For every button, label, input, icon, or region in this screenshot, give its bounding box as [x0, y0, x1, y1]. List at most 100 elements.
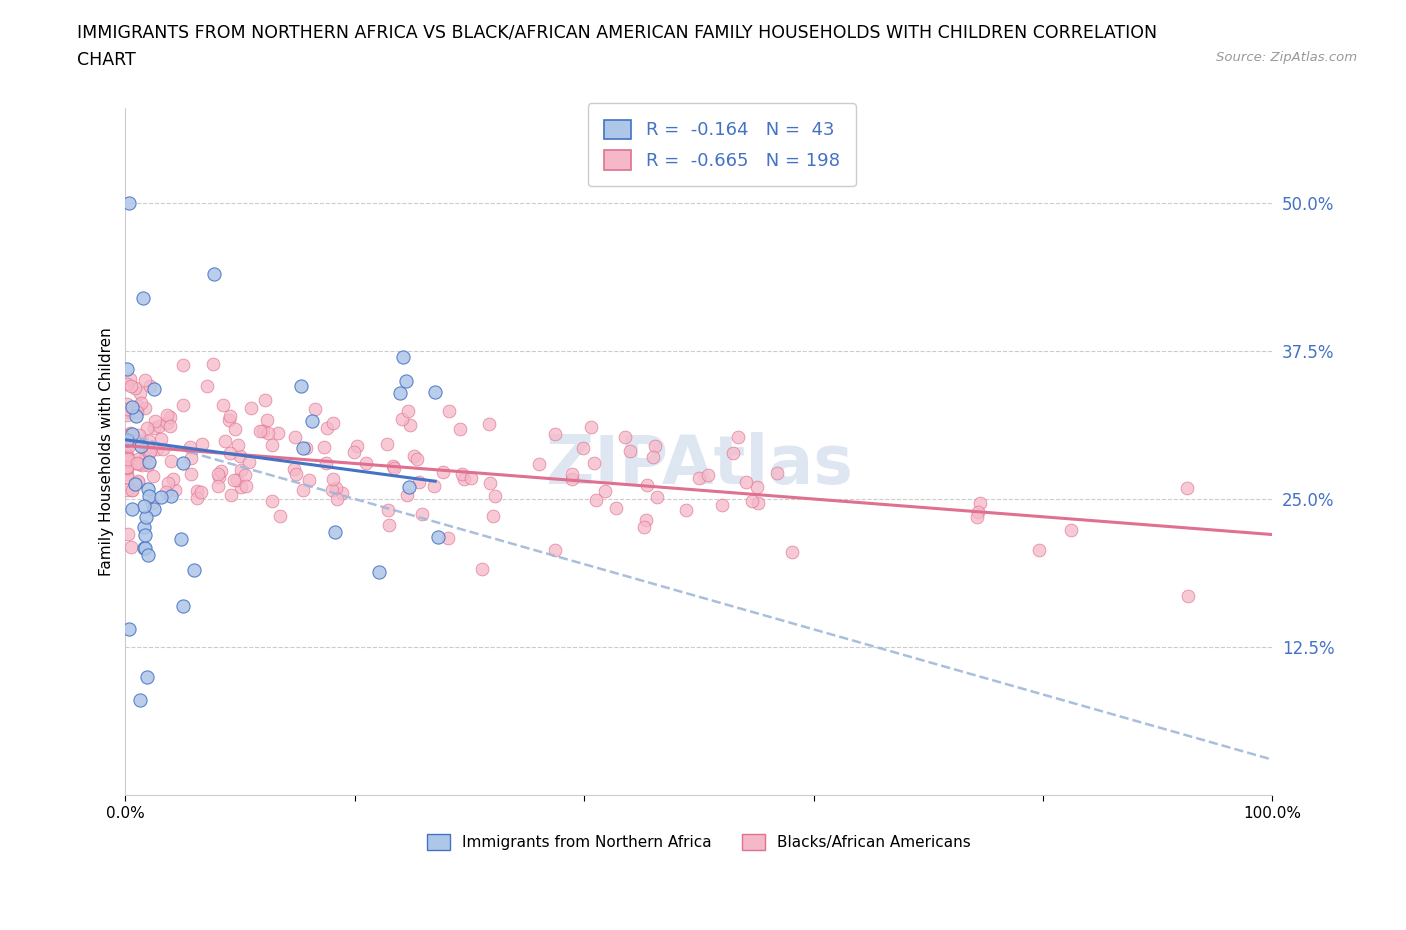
- Point: [1028, 543, 1050, 558]
- Point: [595, 484, 617, 498]
- Point: [460, 471, 482, 485]
- Point: [721, 445, 744, 460]
- Point: [134, 541, 156, 556]
- Point: [115, 466, 138, 481]
- Point: [561, 466, 583, 481]
- Point: [326, 492, 349, 507]
- Point: [735, 475, 758, 490]
- Point: [172, 598, 194, 613]
- Point: [229, 479, 252, 494]
- Point: [128, 428, 150, 443]
- Point: [120, 371, 142, 386]
- Point: [375, 436, 398, 451]
- Point: [238, 455, 260, 470]
- Point: [159, 418, 181, 433]
- Point: [346, 439, 368, 454]
- Point: [149, 490, 172, 505]
- Point: [202, 266, 225, 281]
- Point: [544, 427, 567, 442]
- Point: [172, 456, 194, 471]
- Point: [325, 481, 347, 496]
- Point: [269, 509, 291, 524]
- Point: [262, 438, 284, 453]
- Point: [179, 440, 201, 455]
- Point: [128, 457, 150, 472]
- Point: [115, 459, 138, 474]
- Point: [127, 474, 149, 489]
- Point: [195, 379, 218, 393]
- Point: [138, 458, 160, 472]
- Point: [141, 496, 163, 511]
- Point: [321, 483, 343, 498]
- Point: [117, 402, 139, 417]
- Point: [121, 400, 143, 415]
- Point: [368, 565, 391, 579]
- Point: [222, 472, 245, 487]
- Point: [120, 379, 142, 393]
- Point: [135, 510, 157, 525]
- Point: [647, 489, 669, 504]
- Point: [209, 464, 232, 479]
- Point: [479, 475, 502, 490]
- Point: [118, 425, 141, 440]
- Point: [134, 451, 156, 466]
- Point: [118, 427, 141, 442]
- Point: [117, 436, 139, 451]
- Point: [135, 421, 157, 436]
- Text: Source: ZipAtlas.com: Source: ZipAtlas.com: [1216, 51, 1357, 64]
- Point: [292, 483, 315, 498]
- Point: [115, 452, 138, 467]
- Point: [527, 457, 550, 472]
- Point: [391, 411, 413, 426]
- Point: [121, 483, 143, 498]
- Point: [170, 532, 193, 547]
- Point: [132, 290, 155, 305]
- Point: [172, 398, 194, 413]
- Point: [115, 432, 138, 446]
- Point: [214, 433, 236, 448]
- Point: [118, 622, 141, 637]
- Point: [697, 468, 720, 483]
- Point: [396, 404, 419, 418]
- Point: [966, 510, 988, 525]
- Point: [186, 491, 208, 506]
- Point: [322, 416, 344, 431]
- Point: [323, 525, 346, 539]
- Point: [143, 414, 166, 429]
- Point: [411, 507, 433, 522]
- Point: [426, 529, 449, 544]
- Point: [117, 526, 139, 541]
- Point: [256, 413, 278, 428]
- Point: [121, 501, 143, 516]
- Point: [124, 380, 146, 395]
- Point: [115, 377, 138, 392]
- Point: [619, 444, 641, 458]
- Point: [727, 430, 749, 445]
- Y-axis label: Family Households with Children: Family Households with Children: [100, 327, 114, 576]
- Point: [115, 438, 138, 453]
- Point: [139, 444, 162, 458]
- Point: [780, 544, 803, 559]
- Point: [180, 451, 202, 466]
- Point: [208, 470, 231, 485]
- Point: [257, 425, 280, 440]
- Point: [115, 437, 138, 452]
- Point: [315, 420, 337, 435]
- Point: [969, 496, 991, 511]
- Point: [451, 466, 474, 481]
- Point: [159, 454, 181, 469]
- Point: [143, 502, 166, 517]
- Point: [121, 482, 143, 497]
- Point: [395, 374, 418, 389]
- Point: [115, 453, 138, 468]
- Point: [125, 456, 148, 471]
- Point: [156, 476, 179, 491]
- Point: [437, 530, 460, 545]
- Point: [138, 433, 160, 448]
- Point: [304, 401, 326, 416]
- Point: [402, 448, 425, 463]
- Point: [423, 478, 446, 493]
- Point: [138, 455, 160, 470]
- Point: [233, 468, 256, 483]
- Point: [115, 454, 138, 469]
